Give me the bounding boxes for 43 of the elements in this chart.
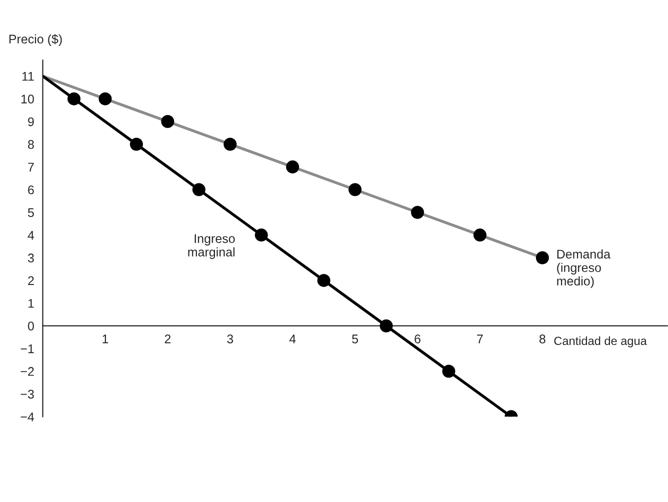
point — [442, 364, 456, 378]
point — [410, 206, 424, 219]
x-tick-label: 1 — [102, 334, 108, 344]
x-tick-label: 3 — [227, 334, 234, 344]
point — [130, 138, 143, 151]
y-tick-label: 11 — [22, 72, 34, 81]
x-tick-label: 7 — [477, 334, 483, 344]
y-tick-label: 3 — [28, 254, 34, 262]
x-tick-label: 5 — [352, 334, 358, 344]
y-tick-label: 2 — [28, 276, 34, 285]
x-tick-label: 6 — [414, 334, 420, 344]
point — [98, 92, 112, 106]
point — [348, 183, 362, 196]
x-tick-label: 4 — [289, 334, 296, 344]
y-tick-label: 5 — [28, 208, 34, 217]
y-axis-title: Precio ($) — [9, 34, 62, 46]
y-tick-label: −4 — [20, 412, 34, 422]
x-axis-title: Cantidad de agua — [554, 336, 647, 348]
y-tick-label: 4 — [28, 230, 34, 240]
point — [67, 92, 80, 106]
point — [536, 251, 549, 264]
series-label: Demanda (ingreso medio) — [557, 249, 611, 288]
y-tick-label: 7 — [28, 162, 34, 172]
series-label: Ingreso marginal — [188, 234, 235, 259]
y-tick-label: −2 — [20, 367, 34, 376]
y-tick-label: 10 — [21, 94, 34, 104]
y-tick-label: 9 — [28, 117, 34, 126]
point — [254, 228, 268, 242]
point — [161, 115, 174, 128]
x-tick-label: 8 — [539, 334, 546, 344]
point — [286, 160, 300, 174]
point — [192, 183, 206, 196]
point — [473, 228, 486, 242]
y-tick-label: 8 — [28, 140, 34, 149]
y-tick-label: 1 — [28, 299, 34, 308]
x-tick-label: 2 — [164, 334, 171, 344]
y-tick-label: 0 — [28, 322, 34, 331]
point — [380, 319, 393, 332]
point — [224, 138, 237, 151]
y-tick-label: −3 — [20, 390, 34, 399]
point — [317, 274, 330, 287]
y-tick-label: 6 — [28, 185, 34, 194]
y-tick-label: −1 — [20, 344, 34, 354]
